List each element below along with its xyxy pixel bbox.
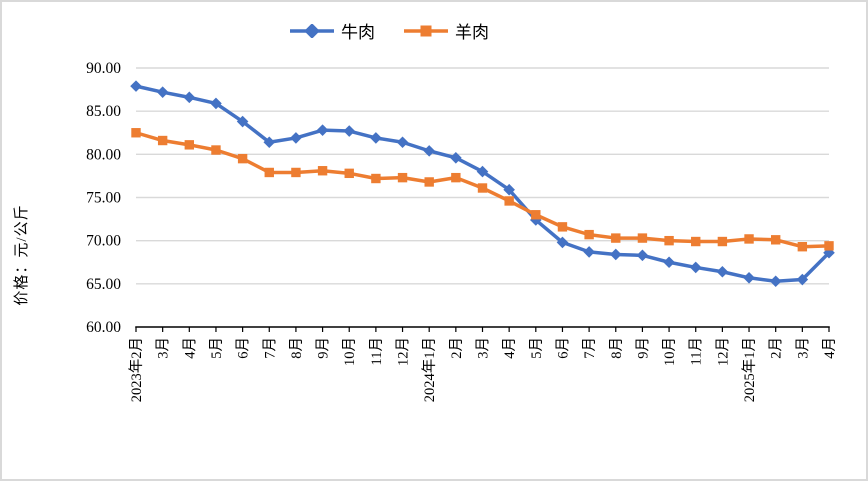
legend-label-mutton: 羊肉 <box>455 23 489 42</box>
x-tick-label: 8月 <box>289 337 305 359</box>
data-point-marker-mutton[interactable] <box>451 172 461 183</box>
data-point-marker-beef[interactable] <box>556 236 569 249</box>
x-tick-label: 9月 <box>635 337 651 359</box>
data-point-marker-mutton[interactable] <box>584 229 594 240</box>
data-point-marker-mutton[interactable] <box>797 242 808 252</box>
data-point-marker-beef[interactable] <box>450 151 462 164</box>
data-point-marker-beef[interactable] <box>236 115 249 128</box>
y-tick-label: 60.00 <box>86 319 121 336</box>
data-point-marker-beef[interactable] <box>130 80 142 92</box>
x-tick-label: 11月 <box>369 337 385 365</box>
y-tick-label: 65.00 <box>86 276 121 293</box>
data-point-marker-mutton[interactable] <box>237 153 248 164</box>
x-tick-label: 3月 <box>156 337 172 359</box>
x-tick-label: 9月 <box>316 337 332 359</box>
chart-legend: 牛肉 羊肉 <box>2 18 821 43</box>
data-point-marker-beef[interactable] <box>263 136 276 149</box>
data-point-marker-mutton[interactable] <box>637 233 648 243</box>
x-tick-label: 12月 <box>396 337 412 366</box>
data-point-marker-mutton[interactable] <box>770 235 781 245</box>
data-point-marker-mutton[interactable] <box>477 183 488 193</box>
data-point-marker-mutton[interactable] <box>157 135 168 146</box>
y-tick-label: 90.00 <box>86 60 121 77</box>
y-tick-label: 85.00 <box>86 103 121 120</box>
data-point-marker-mutton[interactable] <box>211 145 221 155</box>
data-point-marker-mutton[interactable] <box>557 222 568 232</box>
data-point-marker-mutton[interactable] <box>531 210 541 220</box>
data-point-marker-mutton[interactable] <box>611 233 621 243</box>
mutton-line-square-icon <box>404 25 448 36</box>
data-point-marker-mutton[interactable] <box>291 167 301 178</box>
y-tick-label: 80.00 <box>86 146 121 163</box>
data-point-marker-mutton[interactable] <box>824 241 834 251</box>
data-point-marker-beef[interactable] <box>716 265 729 278</box>
x-tick-label: 6月 <box>236 337 252 359</box>
x-tick-label: 10月 <box>342 337 358 366</box>
x-tick-label: 10月 <box>662 337 678 366</box>
data-point-marker-mutton[interactable] <box>131 128 141 138</box>
beef-line-diamond-icon <box>290 23 334 38</box>
data-point-marker-beef[interactable] <box>423 145 435 157</box>
data-point-marker-beef[interactable] <box>156 86 169 98</box>
data-point-marker-mutton[interactable] <box>504 196 514 206</box>
data-point-marker-beef[interactable] <box>609 248 622 261</box>
data-point-marker-beef[interactable] <box>476 165 489 178</box>
data-point-marker-mutton[interactable] <box>424 177 434 187</box>
data-point-marker-beef[interactable] <box>316 124 329 136</box>
data-point-marker-beef[interactable] <box>583 246 595 258</box>
x-tick-label: 7月 <box>262 337 278 359</box>
x-tick-label: 3月 <box>795 337 811 359</box>
data-point-marker-beef[interactable] <box>743 271 755 284</box>
x-tick-label: 2025年1月 <box>741 337 758 402</box>
x-tick-label: 4月 <box>502 337 518 359</box>
legend-label-beef: 牛肉 <box>341 23 375 42</box>
data-point-marker-beef[interactable] <box>183 91 196 104</box>
legend-item-beef[interactable]: 牛肉 <box>289 18 375 43</box>
data-point-marker-mutton[interactable] <box>344 168 354 179</box>
x-tick-label: 11月 <box>689 337 705 365</box>
data-point-marker-mutton[interactable] <box>264 167 274 178</box>
x-tick-label: 8月 <box>609 337 625 359</box>
x-tick-label: 2月 <box>769 337 785 359</box>
x-tick-label: 3月 <box>476 337 492 359</box>
data-point-marker-beef[interactable] <box>396 136 409 149</box>
data-point-marker-beef[interactable] <box>290 132 302 144</box>
data-point-marker-mutton[interactable] <box>397 172 408 183</box>
y-tick-label: 70.00 <box>86 233 121 250</box>
data-point-marker-mutton[interactable] <box>664 235 674 246</box>
y-tick-label: 75.00 <box>86 190 121 207</box>
x-tick-label: 7月 <box>582 337 598 359</box>
data-point-marker-beef[interactable] <box>636 249 649 262</box>
x-tick-label: 4月 <box>822 337 838 359</box>
x-tick-label: 6月 <box>555 337 571 359</box>
data-point-marker-mutton[interactable] <box>744 234 754 244</box>
x-tick-label: 4月 <box>182 337 198 359</box>
data-point-marker-beef[interactable] <box>663 256 675 269</box>
data-point-marker-beef[interactable] <box>343 125 356 137</box>
data-point-marker-mutton[interactable] <box>317 166 328 176</box>
x-tick-label: 5月 <box>209 337 225 359</box>
x-tick-label: 2023年2月 <box>128 337 145 402</box>
data-point-marker-mutton[interactable] <box>691 236 701 247</box>
data-point-marker-mutton[interactable] <box>717 236 728 247</box>
x-tick-label: 5月 <box>529 337 545 359</box>
data-point-marker-mutton[interactable] <box>371 173 381 184</box>
data-point-marker-beef[interactable] <box>689 261 702 274</box>
x-tick-label: 2月 <box>449 337 465 359</box>
data-point-marker-beef[interactable] <box>769 275 782 288</box>
legend-item-mutton[interactable]: 羊肉 <box>403 18 489 43</box>
data-point-marker-mutton[interactable] <box>184 140 195 150</box>
x-tick-label: 12月 <box>715 337 731 366</box>
x-tick-label: 2024年1月 <box>421 337 438 402</box>
data-point-marker-beef[interactable] <box>370 132 382 144</box>
